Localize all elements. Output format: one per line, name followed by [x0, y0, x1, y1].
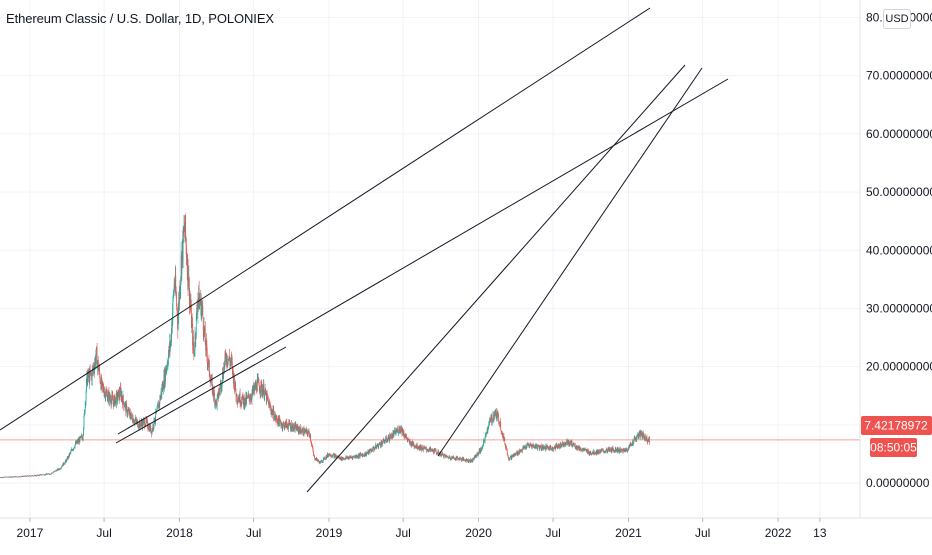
- candle-body: [86, 392, 87, 402]
- candle-body: [643, 433, 644, 435]
- candle-body: [117, 398, 118, 401]
- price-tick-label: 70.00000000: [866, 69, 932, 83]
- candle-body: [113, 400, 114, 401]
- price-tick-label: 20.00000000: [866, 360, 932, 374]
- time-tick-label: 2020: [465, 526, 492, 540]
- candle-body: [207, 355, 208, 364]
- candle-body: [391, 434, 392, 435]
- candle-body: [500, 422, 501, 430]
- time-tick-label: Jul: [395, 526, 410, 540]
- time-tick-label: 13: [813, 526, 827, 540]
- candle-body: [234, 376, 235, 389]
- time-tick-label: 2017: [17, 526, 44, 540]
- price-tick-label: 40.00000000: [866, 243, 932, 257]
- candle-body: [310, 436, 311, 441]
- candle-body: [108, 393, 109, 398]
- time-tick-label: Jul: [545, 526, 560, 540]
- candle-body: [249, 394, 250, 397]
- candle-body: [157, 409, 158, 410]
- candle-body: [293, 425, 294, 430]
- candle-body: [599, 450, 600, 452]
- candle-body: [423, 449, 424, 451]
- candle-body: [264, 385, 265, 398]
- candle-body: [188, 259, 189, 286]
- time-tick-label: 2019: [316, 526, 343, 540]
- time-tick-label: 2022: [765, 526, 792, 540]
- candle-body: [308, 433, 309, 435]
- time-tick-label: Jul: [695, 526, 710, 540]
- candle-body: [313, 451, 314, 454]
- candle-body: [185, 215, 186, 237]
- candle-body: [633, 438, 634, 443]
- candle-body: [443, 454, 444, 457]
- candle-body: [66, 459, 67, 462]
- candle-body: [506, 447, 507, 450]
- candle-body: [649, 437, 650, 443]
- candle-body: [638, 436, 639, 438]
- candle-body: [84, 415, 85, 428]
- candle-body: [451, 457, 452, 459]
- candle-body: [302, 429, 303, 434]
- price-tick-label: 50.00000000: [866, 185, 932, 199]
- currency-button[interactable]: USD: [883, 9, 911, 29]
- candle-body: [216, 400, 217, 403]
- candle-body: [380, 444, 381, 446]
- price-tick-label: 0.00000000: [866, 476, 930, 490]
- time-tick-label: 2021: [615, 526, 642, 540]
- candle-body: [386, 437, 387, 441]
- candle-body: [635, 439, 636, 441]
- candle-body: [498, 415, 499, 422]
- candle-body: [383, 439, 384, 443]
- candle-body: [320, 461, 321, 463]
- candle-body: [633, 443, 634, 444]
- price-tick-label: 30.00000000: [866, 301, 932, 315]
- last-price-tag: 7.42178972: [864, 419, 928, 433]
- candle-body: [454, 457, 455, 458]
- price-tick-label: 60.00000000: [866, 127, 932, 141]
- candle-body: [202, 306, 203, 318]
- time-tick-label: 2018: [166, 526, 193, 540]
- candle-body: [243, 394, 244, 398]
- countdown-tag: 08:50:05: [870, 441, 917, 455]
- candle-body: [71, 451, 72, 453]
- time-tick-label: Jul: [246, 526, 261, 540]
- candle-body: [428, 450, 429, 451]
- candle-body: [268, 401, 269, 402]
- candle-body: [123, 395, 124, 401]
- candle-body: [493, 415, 494, 419]
- chart-title: Ethereum Classic / U.S. Dollar, 1D, POLO…: [6, 11, 274, 26]
- candle-body: [545, 446, 546, 448]
- candle-body: [295, 425, 296, 428]
- candle-body: [340, 457, 341, 459]
- time-tick-label: Jul: [96, 526, 111, 540]
- candle-body: [646, 437, 647, 440]
- candle-body: [594, 450, 595, 454]
- candle-body: [309, 432, 310, 435]
- candle-body: [373, 447, 374, 451]
- candle-body: [385, 438, 386, 441]
- candle-body: [359, 455, 360, 457]
- candle-body: [406, 436, 407, 438]
- candle-body: [567, 441, 568, 444]
- candle-body: [398, 429, 399, 434]
- candle-body: [378, 445, 379, 448]
- candle-body: [522, 449, 523, 451]
